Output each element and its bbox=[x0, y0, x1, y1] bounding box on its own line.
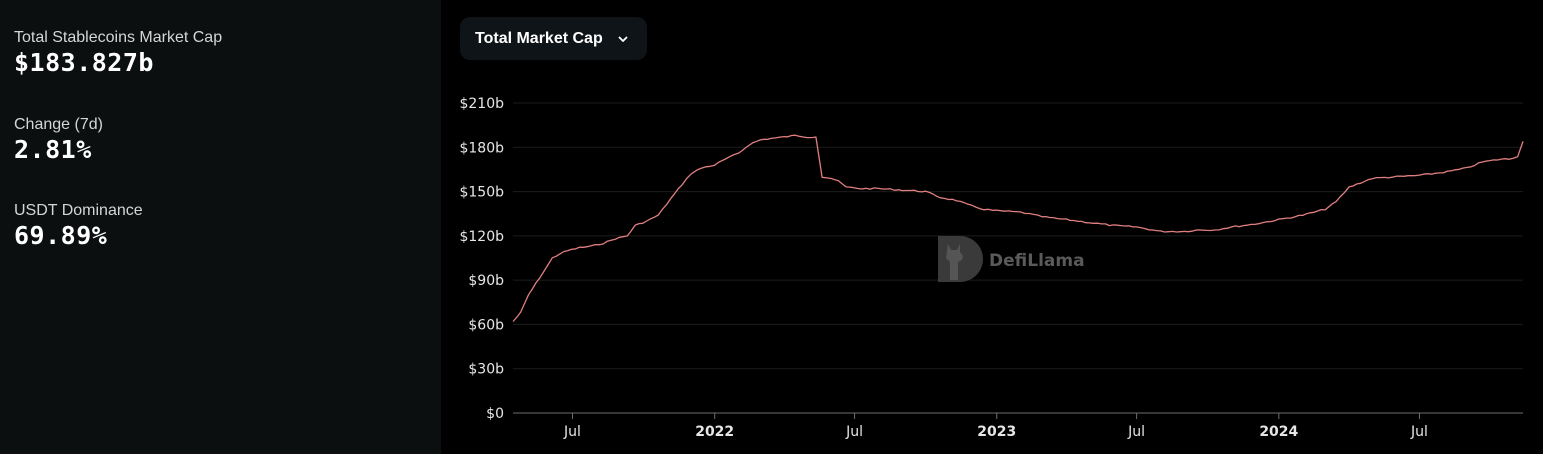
x-tick-label: Jul bbox=[1127, 424, 1145, 440]
y-tick-label: $180b bbox=[459, 140, 504, 156]
chevron-down-icon bbox=[618, 36, 628, 42]
grid-lines bbox=[513, 102, 1523, 414]
x-tick-label: Jul bbox=[845, 424, 863, 440]
market-cap-series-line bbox=[512, 134, 1524, 322]
market-cap-line-chart[interactable]: $0 $30b $60b $90b $120b $150b $180b $210b Jul 20… bbox=[441, 0, 1543, 454]
chart-type-dropdown[interactable]: Total Market Cap bbox=[460, 17, 647, 60]
chart-panel: Total Market Cap $0 $30b $60b $90b $120b $150… bbox=[441, 0, 1543, 454]
y-tick-label: $0 bbox=[486, 406, 504, 422]
stat-label: USDT Dominance bbox=[14, 202, 143, 219]
y-tick-label: $30b bbox=[468, 362, 504, 378]
x-tick-label: Jul bbox=[1410, 424, 1428, 440]
stat-change-7d: Change (7d) 2.81% bbox=[14, 115, 103, 165]
y-tick-label: $60b bbox=[468, 317, 504, 333]
stats-panel: Total Stablecoins Market Cap $183.827b C… bbox=[0, 0, 441, 454]
x-tick-label: Jul bbox=[563, 424, 581, 440]
llama-logo-icon bbox=[938, 236, 983, 282]
y-tick-label: $120b bbox=[459, 229, 504, 245]
x-axis: Jul 2022 Jul 2023 Jul 2024 Jul bbox=[563, 413, 1428, 440]
stat-label: Change (7d) bbox=[14, 116, 103, 133]
x-tick-label: 2023 bbox=[977, 424, 1016, 440]
stat-value: $183.827b bbox=[14, 48, 154, 77]
stat-usdt-dominance: USDT Dominance 69.89% bbox=[14, 201, 143, 251]
x-tick-label: 2024 bbox=[1259, 424, 1298, 440]
watermark: DefiLlama bbox=[938, 236, 1085, 282]
y-axis: $0 $30b $60b $90b $120b $150b $180b $210b bbox=[459, 96, 504, 422]
y-tick-label: $210b bbox=[459, 96, 504, 112]
stat-value: 2.81% bbox=[14, 135, 92, 164]
dropdown-label: Total Market Cap bbox=[475, 29, 603, 47]
y-tick-label: $90b bbox=[468, 273, 504, 289]
stat-label: Total Stablecoins Market Cap bbox=[14, 29, 223, 46]
stat-value: 69.89% bbox=[14, 221, 108, 250]
y-tick-label: $150b bbox=[459, 185, 504, 201]
x-tick-label: 2022 bbox=[695, 424, 734, 440]
watermark-text: DefiLlama bbox=[989, 251, 1085, 271]
stat-total-market-cap: Total Stablecoins Market Cap $183.827b bbox=[14, 28, 222, 78]
